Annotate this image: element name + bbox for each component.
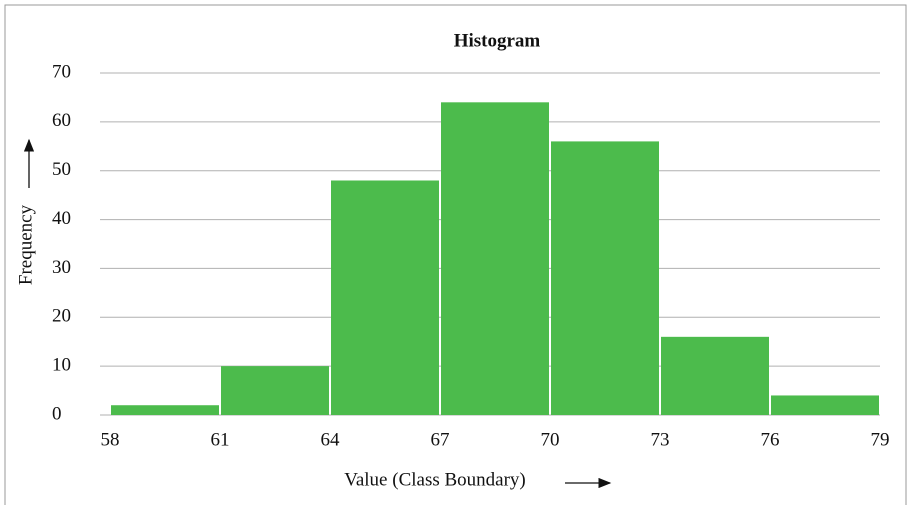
x-tick-label: 73 [651, 429, 670, 450]
y-tick-label: 20 [52, 306, 71, 327]
x-tick-label: 67 [431, 429, 450, 450]
bar [661, 336, 769, 415]
bar [551, 141, 659, 415]
x-tick-label: 79 [871, 429, 890, 450]
bar [221, 366, 329, 415]
frame [4, 4, 907, 505]
y-tick-label: 70 [52, 61, 71, 82]
y-tick-label: 0 [52, 403, 62, 424]
y-axis-label: Frequency [15, 204, 36, 285]
x-tick-label: 61 [211, 429, 230, 450]
x-tick-label: 58 [101, 429, 120, 450]
bar [331, 180, 439, 415]
bar [771, 395, 879, 415]
y-tick-label: 30 [52, 257, 71, 278]
bar [111, 405, 219, 415]
x-tick-label: 76 [761, 429, 780, 450]
y-tick-label: 50 [52, 159, 71, 180]
y-tick-label: 60 [52, 110, 71, 131]
chart-title: Histogram [454, 30, 541, 51]
x-tick-label: 64 [321, 429, 341, 450]
bar [441, 102, 549, 416]
x-axis-label: Value (Class Boundary) [344, 469, 526, 490]
x-tick-label: 70 [541, 429, 560, 450]
y-tick-label: 40 [52, 208, 71, 229]
y-tick-label: 10 [52, 355, 71, 376]
